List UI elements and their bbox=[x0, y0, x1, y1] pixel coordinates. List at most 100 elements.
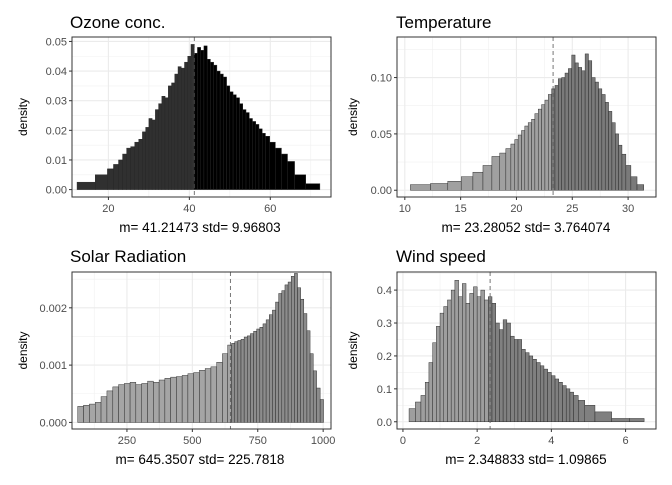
histogram-bar bbox=[206, 58, 211, 190]
histogram-bar bbox=[142, 131, 146, 190]
histogram-bar bbox=[262, 323, 267, 423]
panel-title: Wind speed bbox=[396, 247, 486, 266]
histogram-bar bbox=[203, 45, 208, 190]
histogram-bar bbox=[543, 368, 548, 422]
chart-panel-2: 10 15 20 25 30 0.00 0.05 0.10 Temperature density… bbox=[346, 13, 657, 235]
histogram-bar bbox=[300, 298, 305, 423]
x-tick-label: 750 bbox=[249, 435, 267, 447]
histogram-bar bbox=[306, 330, 311, 423]
histogram-bar bbox=[294, 174, 306, 190]
histogram-bar bbox=[521, 130, 526, 191]
panel-title: Ozone conc. bbox=[70, 13, 165, 32]
histogram-bar bbox=[193, 53, 198, 190]
histogram-bar bbox=[226, 85, 231, 190]
x-tick-label: 2 bbox=[474, 435, 480, 447]
y-axis-label: density bbox=[346, 98, 360, 136]
histogram-bar bbox=[232, 94, 237, 190]
histogram-bar bbox=[252, 121, 256, 190]
histogram-bar bbox=[158, 379, 166, 423]
histogram-bar bbox=[517, 134, 522, 191]
histogram-bar bbox=[473, 286, 478, 422]
histogram-bar bbox=[484, 299, 489, 422]
histogram-bar bbox=[541, 104, 546, 191]
y-tick-label: 0.02 bbox=[46, 125, 67, 137]
histogram-bar bbox=[510, 335, 515, 422]
histogram-bar bbox=[138, 138, 143, 190]
histogram-bar bbox=[281, 290, 286, 423]
histogram-bar bbox=[554, 378, 560, 422]
histogram-bar bbox=[540, 365, 545, 422]
histogram-bar bbox=[578, 400, 585, 422]
histogram-bar bbox=[245, 112, 250, 190]
histogram-bar bbox=[168, 85, 172, 190]
histogram-bar bbox=[210, 61, 214, 190]
histogram-bar bbox=[558, 382, 563, 422]
histogram-bar bbox=[319, 399, 324, 423]
histogram-bar bbox=[424, 382, 430, 422]
histogram-bar bbox=[112, 386, 119, 423]
y-tick-label: 0.0 bbox=[377, 417, 392, 429]
y-axis-label: density bbox=[16, 331, 30, 369]
histogram-bar bbox=[562, 385, 567, 422]
histogram-bar bbox=[482, 165, 493, 191]
histogram-bar bbox=[491, 156, 500, 191]
histogram-bar bbox=[591, 77, 596, 191]
histogram-bar bbox=[227, 344, 232, 423]
histogram-bar bbox=[458, 296, 463, 422]
histogram-bar bbox=[524, 125, 529, 191]
histogram-bar bbox=[124, 383, 131, 423]
histogram-bar bbox=[309, 353, 314, 423]
histogram-bar bbox=[428, 362, 433, 422]
y-tick-label: 0.4 bbox=[377, 285, 392, 297]
histogram-bar bbox=[415, 401, 422, 422]
histogram-bar bbox=[495, 322, 500, 422]
histogram-bar bbox=[430, 183, 449, 191]
histogram-bar bbox=[432, 342, 437, 422]
histogram-bar bbox=[436, 326, 441, 422]
histogram-bar bbox=[193, 372, 200, 423]
y-tick-label: 0.002 bbox=[39, 303, 67, 315]
histogram-bar bbox=[287, 281, 292, 423]
histogram-bar bbox=[219, 73, 224, 190]
histogram-bar bbox=[447, 299, 452, 422]
histogram-bar bbox=[261, 133, 266, 190]
y-tick-label: 0.00 bbox=[371, 185, 392, 197]
x-tick-label: 1000 bbox=[311, 435, 335, 447]
histogram-bar bbox=[525, 352, 530, 422]
histogram-bar bbox=[95, 402, 102, 423]
x-tick-label: 20 bbox=[102, 203, 114, 215]
histogram-bar bbox=[537, 108, 542, 191]
histogram-bar bbox=[629, 418, 645, 422]
histogram-bar bbox=[250, 333, 254, 423]
x-tick-label: 15 bbox=[455, 203, 467, 215]
histogram-bar bbox=[281, 153, 288, 190]
histogram-bar bbox=[534, 113, 539, 191]
histogram-bar bbox=[447, 181, 462, 191]
histogram-bar bbox=[164, 378, 171, 423]
x-tick-label: 30 bbox=[622, 203, 634, 215]
histogram-bar bbox=[462, 283, 467, 422]
histogram-bar bbox=[118, 159, 123, 190]
histogram-bar bbox=[200, 50, 205, 190]
histogram-bar bbox=[625, 165, 632, 191]
histogram-bar bbox=[187, 373, 194, 423]
chart-panel-3: 250 500 750 1000 0.000 0.001 0.002 Solar Radiat… bbox=[16, 247, 335, 467]
histogram-bar bbox=[176, 376, 183, 423]
panel-border bbox=[71, 271, 332, 430]
histogram-bar bbox=[100, 396, 108, 423]
histogram-bar bbox=[465, 303, 470, 422]
stats-label: m= 23.28052 std= 3.764074 bbox=[442, 220, 611, 235]
x-tick-label: 10 bbox=[399, 203, 411, 215]
x-tick-label: 20 bbox=[510, 203, 522, 215]
histogram-bar bbox=[141, 383, 148, 423]
panel-border bbox=[396, 271, 657, 430]
histogram-bar bbox=[265, 319, 270, 423]
histogram-bar bbox=[584, 405, 596, 422]
y-tick-label: 0.05 bbox=[46, 36, 67, 48]
histogram-bar bbox=[608, 111, 613, 191]
histogram-bar bbox=[502, 319, 508, 422]
histogram-bar bbox=[155, 109, 159, 190]
panel-title: Temperature bbox=[396, 13, 491, 32]
y-tick-label: 0.03 bbox=[46, 96, 67, 108]
histogram-bar bbox=[184, 61, 188, 190]
